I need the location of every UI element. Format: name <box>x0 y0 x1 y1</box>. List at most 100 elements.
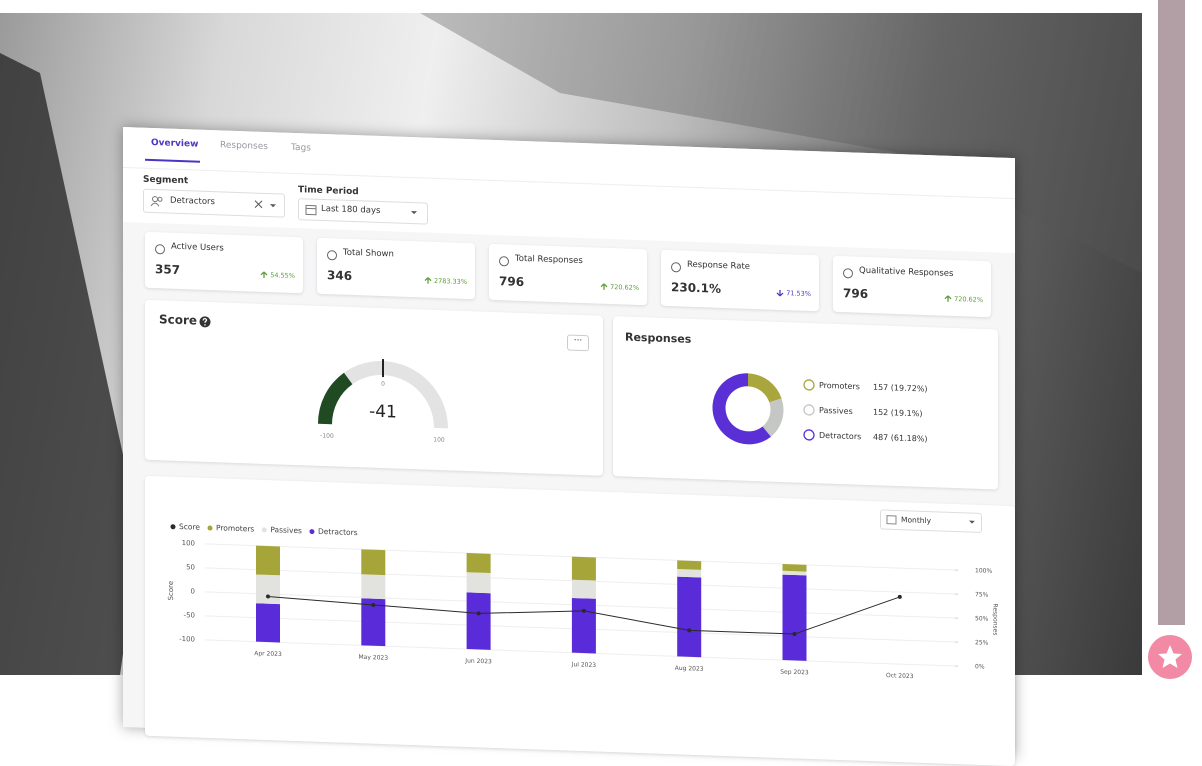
kpi-value: 357 <box>155 262 180 277</box>
kpi-change-value: 720.62% <box>610 283 639 292</box>
kpi-label: Response Rate <box>687 260 750 272</box>
segment-value: Detractors <box>170 196 215 208</box>
bar-segment <box>361 549 385 575</box>
bar-segment <box>361 574 385 599</box>
y-tick-label: 50 <box>186 563 195 571</box>
tab[interactable]: Tags <box>291 143 311 154</box>
bar-segment <box>677 569 701 578</box>
bar-segment <box>467 553 491 573</box>
y2-tick-label: 0% <box>975 663 985 670</box>
gauge-value: -41 <box>369 402 397 423</box>
kpi-change: 720.62% <box>944 295 983 304</box>
kpi-icon-wrap <box>154 240 167 259</box>
legend-label: Passives <box>819 406 853 416</box>
gauge-tick-label: 0 <box>381 381 385 388</box>
kpi-value: 796 <box>843 286 868 301</box>
bar-segment <box>677 560 701 569</box>
score-point <box>898 595 902 599</box>
x-tick-label: Aug 2023 <box>675 665 704 673</box>
period-value: Last 180 days <box>321 204 380 216</box>
kpi-arrow <box>944 295 952 303</box>
rating-badge[interactable] <box>1146 633 1196 683</box>
gauge-fill <box>325 378 348 425</box>
kpi-change: 71.53% <box>776 289 811 298</box>
x-tick-label: Oct 2023 <box>886 672 914 680</box>
segment-label: Segment <box>143 175 188 187</box>
gauge-tick-label: 100 <box>433 436 445 443</box>
donut-segment <box>748 380 775 401</box>
kpi-value: 796 <box>499 274 524 289</box>
kpi-change-value: 2783.33% <box>434 277 467 286</box>
arrow <box>601 284 607 290</box>
arrow <box>261 272 267 278</box>
y2-tick-label: 25% <box>975 639 989 646</box>
icon-shape <box>328 251 337 260</box>
bar-segment <box>256 546 280 576</box>
legend-icon <box>804 380 814 390</box>
kpi-label: Active Users <box>171 242 224 254</box>
kpi-change: 720.62% <box>600 283 639 292</box>
bar-segment <box>677 577 701 658</box>
legend-label: Promoters <box>819 381 860 391</box>
kpi-label: Qualitative Responses <box>859 266 953 279</box>
bar-segment <box>467 592 491 649</box>
tab[interactable]: Overview <box>151 138 198 150</box>
legend-value: 152 (19.1%) <box>873 408 922 419</box>
kpi-icon-wrap <box>498 252 511 271</box>
bar-segment <box>572 598 596 654</box>
y2-tick-label: 100% <box>975 567 992 575</box>
legend-label: Detractors <box>819 431 861 441</box>
legend-label: Promoters <box>216 523 254 533</box>
x-tick-label: Jun 2023 <box>464 657 492 665</box>
kpi-icon-wrap <box>670 258 683 277</box>
kpi-icon-wrap <box>326 246 339 265</box>
y2-tick-label: 75% <box>975 591 989 598</box>
kpi-icon-wrap <box>842 264 855 283</box>
arrow <box>945 296 951 302</box>
bar-segment <box>783 564 807 572</box>
kpi-change-value: 54.55% <box>270 271 295 280</box>
dashboard: Overview Responses Tags Segment Detracto… <box>123 127 1015 758</box>
kpi-arrow <box>776 289 784 297</box>
legend-dot <box>309 529 314 534</box>
kpi-arrow <box>600 283 608 291</box>
kpi-card: Response Rate 230.1% 71.53% <box>661 250 819 312</box>
legend-icon <box>804 405 814 415</box>
laptop-edge <box>0 53 140 675</box>
kpi-change-value: 71.53% <box>786 289 811 298</box>
period-select[interactable]: Last 180 days <box>298 198 428 225</box>
kpi-card: Active Users 357 54.55% <box>145 232 303 294</box>
icon-shape <box>156 245 165 254</box>
kpi-arrow <box>424 277 432 285</box>
kpi-change-value: 720.62% <box>954 295 983 304</box>
x-tick-label: May 2023 <box>359 654 389 662</box>
legend-label: Passives <box>270 525 302 535</box>
bar-segment <box>572 557 596 581</box>
icon-shape <box>844 269 853 278</box>
trend-chart: -100-500501000%25%50%75%100%ScoreRespons… <box>145 476 1015 766</box>
segment-select[interactable]: Detractors <box>143 189 285 218</box>
kpi-label: Total Shown <box>343 248 394 260</box>
x-tick-label: Sep 2023 <box>780 668 809 676</box>
y2-tick-label: 50% <box>975 615 989 622</box>
x-tick-label: Apr 2023 <box>254 650 282 658</box>
legend-label: Detractors <box>318 527 358 537</box>
side-bar <box>1158 0 1185 625</box>
bar-segment <box>467 572 491 593</box>
kpi-arrow <box>260 271 268 279</box>
kpi-card: Qualitative Responses 796 720.62% <box>833 256 991 318</box>
tab[interactable]: Responses <box>220 140 268 152</box>
y-tick-label: -100 <box>179 635 195 644</box>
x-tick-label: Jul 2023 <box>571 661 597 669</box>
kpi-icon <box>670 261 683 273</box>
kpi-icon <box>842 267 855 279</box>
y-axis-label: Score <box>167 581 175 601</box>
clear-and-caret[interactable] <box>254 200 278 211</box>
y2-axis-label: Responses <box>992 603 999 635</box>
kpi-value: 230.1% <box>671 280 721 296</box>
icon-shape <box>672 263 681 272</box>
kpi-change: 54.55% <box>260 271 295 280</box>
